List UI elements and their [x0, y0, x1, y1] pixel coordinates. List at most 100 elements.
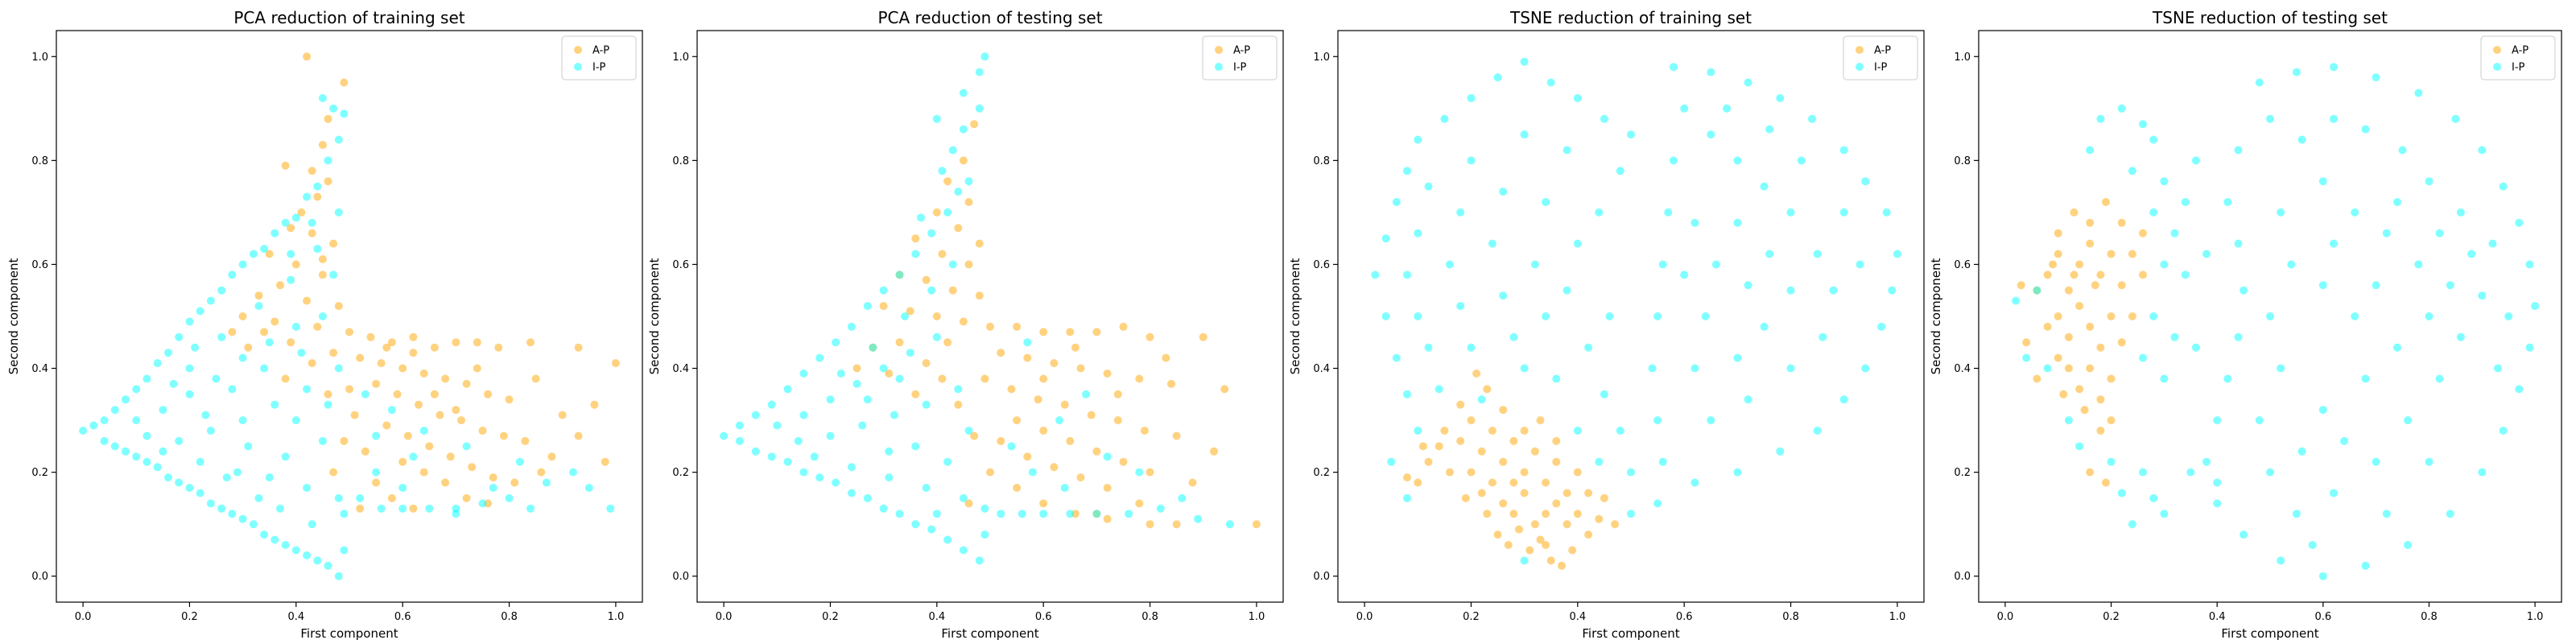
legend-marker-a-p: [574, 46, 582, 54]
data-point: [970, 431, 979, 440]
data-point: [2107, 416, 2116, 425]
data-point: [340, 546, 349, 555]
data-point: [217, 504, 226, 513]
data-point: [238, 416, 247, 425]
data-point: [350, 411, 359, 419]
data-point: [185, 390, 194, 398]
data-point: [2107, 457, 2116, 466]
data-point: [2128, 250, 2136, 258]
legend-label-a-p: A-P: [592, 45, 609, 57]
data-point: [1680, 104, 1689, 113]
data-point: [1515, 525, 1523, 534]
data-point: [2435, 374, 2444, 383]
data-point: [1733, 353, 1742, 362]
data-point: [142, 431, 151, 440]
data-point: [419, 427, 428, 435]
data-point: [2117, 281, 2126, 290]
x-tick-label: 0.4: [287, 611, 304, 623]
data-point: [2404, 416, 2413, 425]
legend-marker-a-p: [1856, 46, 1864, 54]
data-point: [1546, 78, 1555, 87]
x-tick-label: 0.8: [1141, 611, 1158, 623]
data-point: [425, 504, 434, 513]
y-tick-label: 0.4: [672, 363, 689, 375]
data-point: [265, 338, 274, 347]
data-point: [959, 89, 968, 97]
data-point: [1653, 499, 1662, 508]
data-point: [558, 411, 567, 419]
data-point: [2075, 385, 2084, 394]
data-point: [276, 281, 284, 290]
data-point: [382, 421, 391, 430]
data-point: [1627, 468, 1635, 477]
data-point: [2149, 208, 2158, 217]
data-point: [773, 421, 782, 430]
data-point: [574, 343, 583, 352]
x-tick-label: 0.6: [394, 611, 411, 623]
data-point: [281, 452, 290, 461]
data-point: [2525, 343, 2534, 352]
data-point: [1381, 312, 1390, 320]
data-point: [457, 416, 465, 425]
data-point: [377, 359, 386, 368]
data-point: [185, 364, 194, 373]
data-point: [1119, 457, 1128, 466]
data-point: [2043, 270, 2052, 279]
data-point: [387, 338, 396, 347]
data-point: [313, 556, 322, 565]
data-point: [1563, 489, 1571, 497]
data-point: [345, 328, 353, 336]
data-point: [1808, 114, 1816, 123]
data-point: [2139, 353, 2147, 362]
data-point: [1499, 291, 1508, 300]
data-point: [324, 561, 332, 570]
data-point: [2277, 208, 2285, 217]
data-point: [260, 530, 269, 539]
data-point: [2117, 104, 2126, 113]
series-i-p: [720, 52, 1234, 565]
data-point: [959, 156, 968, 165]
x-tick-label: 0.4: [928, 611, 945, 623]
data-point: [2054, 353, 2062, 362]
data-point: [1499, 499, 1508, 508]
data-point: [1023, 338, 1032, 347]
data-point: [2435, 229, 2444, 237]
data-point: [1414, 312, 1422, 320]
data-point: [1488, 478, 1496, 487]
data-point: [986, 468, 994, 477]
data-point: [1446, 260, 1454, 269]
data-point: [1542, 312, 1550, 320]
data-point: [2128, 167, 2136, 175]
data-point: [446, 452, 455, 461]
data-point: [265, 250, 274, 258]
data-point: [100, 416, 109, 425]
data-point: [590, 400, 599, 409]
data-point: [863, 493, 872, 502]
data-point: [1605, 312, 1614, 320]
data-point: [1653, 416, 1662, 425]
data-point: [2170, 229, 2179, 237]
data-point: [2080, 406, 2089, 415]
data-point: [303, 385, 312, 394]
series-a-p: [852, 120, 1261, 529]
legend-label-a-p: A-P: [2512, 45, 2529, 57]
data-point: [2107, 250, 2116, 258]
series-i-p: [2012, 63, 2540, 580]
data-point: [1520, 427, 1529, 435]
data-point: [2372, 73, 2380, 82]
data-point: [254, 493, 263, 502]
data-point: [2292, 510, 2301, 518]
data-point: [911, 520, 920, 529]
data-point: [1509, 478, 1518, 487]
data-point: [1135, 499, 1144, 508]
data-point: [1542, 541, 1550, 549]
data-point: [1558, 561, 1566, 570]
data-point: [1627, 510, 1635, 518]
data-point: [441, 374, 450, 383]
data-point: [964, 427, 973, 435]
data-point: [228, 270, 237, 279]
data-point: [863, 302, 872, 311]
data-point: [1536, 535, 1545, 544]
data-point: [911, 390, 920, 398]
data-point: [1023, 353, 1032, 362]
